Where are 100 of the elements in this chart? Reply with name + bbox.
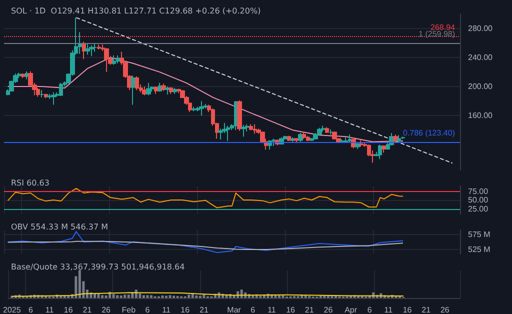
chart-title: Base/Quote 33,367,399.73 501,946,918.64 xyxy=(11,262,185,272)
line-series xyxy=(7,188,404,208)
y-tick-label: 525 M xyxy=(468,245,491,254)
x-tick-label: 6 xyxy=(367,306,372,314)
candlestick xyxy=(393,134,398,142)
line-series xyxy=(7,240,404,250)
bar xyxy=(104,295,108,298)
candlestick xyxy=(237,100,242,132)
candlestick xyxy=(340,139,344,143)
candlestick xyxy=(397,134,401,142)
candlestick xyxy=(329,128,333,135)
bar xyxy=(112,294,115,298)
candlestick xyxy=(348,134,352,142)
x-tick-label: 26 xyxy=(440,306,450,314)
x-tick-label: 21 xyxy=(422,306,432,314)
bar xyxy=(202,294,206,298)
candlestick xyxy=(104,48,109,73)
candlestick xyxy=(359,140,363,148)
candlestick xyxy=(321,125,325,132)
ref-line-label: 1 (259.98) xyxy=(418,30,456,39)
bar xyxy=(191,294,194,298)
x-tick-label: 11 xyxy=(162,306,171,314)
x-tick-label: 21 xyxy=(199,306,209,314)
candlestick xyxy=(97,44,101,50)
y-tick-label: 240.00 xyxy=(468,53,494,62)
candlestick xyxy=(173,88,177,94)
x-tick-label: 21 xyxy=(82,306,92,314)
chart-title: SOL · 1D O129.41 H130.81 L127.71 C129.68 +0.26 (+0.20%) xyxy=(11,6,261,16)
y-tick-label: 75.00 xyxy=(468,186,489,196)
candlestick xyxy=(226,125,230,142)
y-tick-label: 280.00 xyxy=(468,24,494,34)
line-series xyxy=(7,57,404,142)
candlestick xyxy=(93,42,97,52)
candlestick xyxy=(283,135,287,140)
x-tick-label: 16 xyxy=(180,306,190,314)
bar xyxy=(146,295,149,298)
bar xyxy=(278,295,281,298)
candlestick xyxy=(317,127,322,136)
x-tick-label: 16 xyxy=(286,306,296,314)
bar xyxy=(78,270,81,298)
candlestick xyxy=(192,106,196,112)
candlestick xyxy=(382,144,386,154)
x-tick-label: Feb xyxy=(122,306,136,314)
bar xyxy=(101,295,104,298)
bar xyxy=(300,295,304,298)
candlestick xyxy=(401,136,405,140)
candlestick xyxy=(378,144,382,160)
candlestick xyxy=(51,92,56,106)
candlestick xyxy=(112,54,116,66)
bar xyxy=(138,294,142,298)
candlestick xyxy=(150,86,154,92)
y-tick-label: 200.00 xyxy=(468,82,494,92)
candlestick xyxy=(287,135,291,142)
candlestick xyxy=(135,76,139,91)
bar xyxy=(195,295,198,298)
x-tick-label: Mar xyxy=(227,306,242,314)
bar xyxy=(188,294,190,298)
x-tick-label: 16 xyxy=(64,306,74,314)
candlestick xyxy=(241,124,246,138)
candlestick xyxy=(161,83,166,92)
candlestick xyxy=(25,70,29,80)
candlestick xyxy=(199,100,204,116)
x-tick-label: 2025 xyxy=(3,306,22,314)
candlestick xyxy=(116,54,120,64)
x-tick-label: Apr xyxy=(344,306,358,314)
candlestick xyxy=(298,132,303,142)
candlestick xyxy=(169,86,173,94)
bar xyxy=(150,295,152,298)
candlestick xyxy=(40,90,44,98)
bar xyxy=(127,294,130,298)
bar xyxy=(97,294,100,298)
candlestick xyxy=(177,88,181,94)
y-tick-label: 25.00 xyxy=(468,204,489,214)
candlestick xyxy=(249,124,253,131)
candlestick xyxy=(355,142,360,150)
candlestick xyxy=(344,136,348,143)
line-series xyxy=(7,231,404,253)
bar xyxy=(124,294,126,298)
chart-title: RSI 60.63 xyxy=(11,178,50,188)
candlestick xyxy=(154,86,158,94)
candlestick xyxy=(82,41,86,60)
candlestick xyxy=(313,132,318,140)
candlestick xyxy=(165,86,170,96)
candlestick xyxy=(21,73,25,78)
candlestick xyxy=(59,82,63,96)
bar xyxy=(161,295,164,298)
x-tick-label: 11 xyxy=(384,306,394,314)
y-tick-label: 50.00 xyxy=(468,196,489,204)
candlestick xyxy=(332,131,337,140)
candlestick xyxy=(146,82,151,96)
ref-line-label: 0.786 (123.40) xyxy=(402,128,456,138)
candlestick xyxy=(245,124,249,132)
x-tick-label: 6 xyxy=(250,306,256,314)
bar xyxy=(116,295,119,298)
candlestick xyxy=(302,131,306,140)
candlestick xyxy=(142,86,147,96)
x-tick-label: 6 xyxy=(145,306,150,314)
candlestick xyxy=(89,44,94,57)
candlestick xyxy=(44,93,48,99)
bar xyxy=(120,295,122,298)
